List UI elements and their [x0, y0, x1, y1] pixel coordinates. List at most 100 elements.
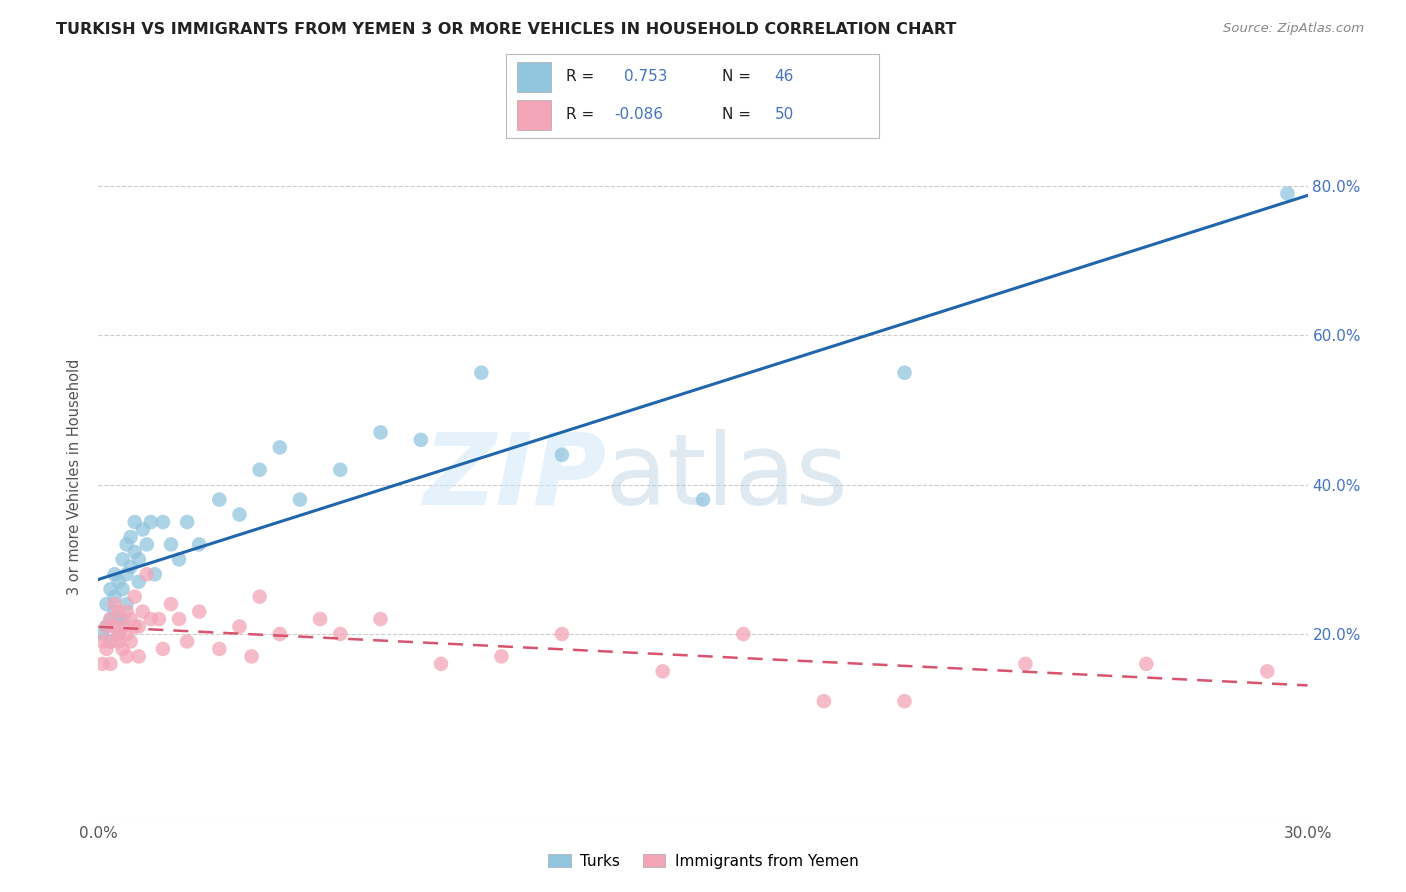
- Point: [111, 552, 134, 566]
- Point: [124, 619, 146, 633]
- Point: [96, 597, 118, 611]
- Point: [893, 694, 915, 708]
- Point: [115, 605, 138, 619]
- Point: [551, 627, 574, 641]
- Point: [128, 649, 150, 664]
- Text: R =: R =: [565, 107, 593, 122]
- Point: [103, 619, 125, 633]
- Point: [107, 612, 129, 626]
- Point: [269, 627, 291, 641]
- Point: [115, 597, 138, 611]
- Text: atlas: atlas: [606, 429, 848, 525]
- Point: [107, 605, 129, 619]
- Point: [893, 366, 915, 380]
- Point: [208, 492, 231, 507]
- Point: [329, 463, 352, 477]
- Point: [176, 515, 198, 529]
- Point: [111, 619, 134, 633]
- Point: [167, 612, 190, 626]
- Point: [176, 634, 198, 648]
- Point: [249, 590, 271, 604]
- Point: [152, 515, 174, 529]
- Point: [103, 597, 125, 611]
- Point: [107, 634, 129, 648]
- Point: [208, 642, 231, 657]
- Y-axis label: 3 or more Vehicles in Household: 3 or more Vehicles in Household: [67, 359, 83, 595]
- Point: [111, 642, 134, 657]
- Point: [120, 612, 142, 626]
- Point: [96, 642, 118, 657]
- Point: [167, 552, 190, 566]
- Point: [91, 627, 114, 641]
- Point: [128, 552, 150, 566]
- Point: [100, 634, 122, 648]
- Point: [132, 605, 155, 619]
- Point: [1135, 657, 1157, 671]
- Text: 50: 50: [775, 107, 793, 122]
- Point: [160, 597, 183, 611]
- Text: Source: ZipAtlas.com: Source: ZipAtlas.com: [1223, 22, 1364, 36]
- FancyBboxPatch shape: [517, 62, 551, 92]
- Point: [143, 567, 166, 582]
- Point: [124, 515, 146, 529]
- Point: [551, 448, 574, 462]
- Point: [1256, 665, 1278, 679]
- Point: [370, 425, 392, 440]
- Point: [148, 612, 170, 626]
- Point: [470, 366, 492, 380]
- Point: [96, 619, 118, 633]
- Point: [115, 537, 138, 551]
- Point: [124, 590, 146, 604]
- Point: [96, 619, 118, 633]
- Point: [100, 657, 122, 671]
- Point: [813, 694, 835, 708]
- Point: [111, 582, 134, 597]
- Point: [128, 574, 150, 589]
- Point: [152, 642, 174, 657]
- Point: [160, 537, 183, 551]
- Point: [139, 612, 162, 626]
- Point: [240, 649, 263, 664]
- Point: [103, 590, 125, 604]
- Point: [107, 627, 129, 641]
- Point: [115, 567, 138, 582]
- Point: [228, 619, 250, 633]
- Point: [370, 612, 392, 626]
- Point: [139, 515, 162, 529]
- Point: [430, 657, 453, 671]
- Point: [120, 634, 142, 648]
- Point: [228, 508, 250, 522]
- Point: [269, 441, 291, 455]
- Point: [135, 537, 157, 551]
- Point: [135, 567, 157, 582]
- Point: [120, 559, 142, 574]
- Text: N =: N =: [723, 69, 751, 84]
- Text: R =: R =: [565, 69, 593, 84]
- Point: [91, 657, 114, 671]
- Point: [107, 574, 129, 589]
- Text: -0.086: -0.086: [614, 107, 664, 122]
- Point: [100, 612, 122, 626]
- Point: [651, 665, 673, 679]
- Text: 0.753: 0.753: [623, 69, 666, 84]
- Point: [120, 530, 142, 544]
- Point: [103, 567, 125, 582]
- Point: [188, 605, 211, 619]
- Point: [115, 627, 138, 641]
- Point: [111, 612, 134, 626]
- Point: [100, 612, 122, 626]
- Text: 46: 46: [775, 69, 794, 84]
- Legend: Turks, Immigrants from Yemen: Turks, Immigrants from Yemen: [541, 847, 865, 875]
- Point: [115, 649, 138, 664]
- Text: ZIP: ZIP: [423, 429, 606, 525]
- Text: TURKISH VS IMMIGRANTS FROM YEMEN 3 OR MORE VEHICLES IN HOUSEHOLD CORRELATION CHA: TURKISH VS IMMIGRANTS FROM YEMEN 3 OR MO…: [56, 22, 956, 37]
- Point: [188, 537, 211, 551]
- Point: [124, 545, 146, 559]
- Point: [409, 433, 432, 447]
- Point: [329, 627, 352, 641]
- Text: N =: N =: [723, 107, 751, 122]
- Point: [309, 612, 332, 626]
- Point: [692, 492, 714, 507]
- Point: [288, 492, 311, 507]
- FancyBboxPatch shape: [517, 100, 551, 130]
